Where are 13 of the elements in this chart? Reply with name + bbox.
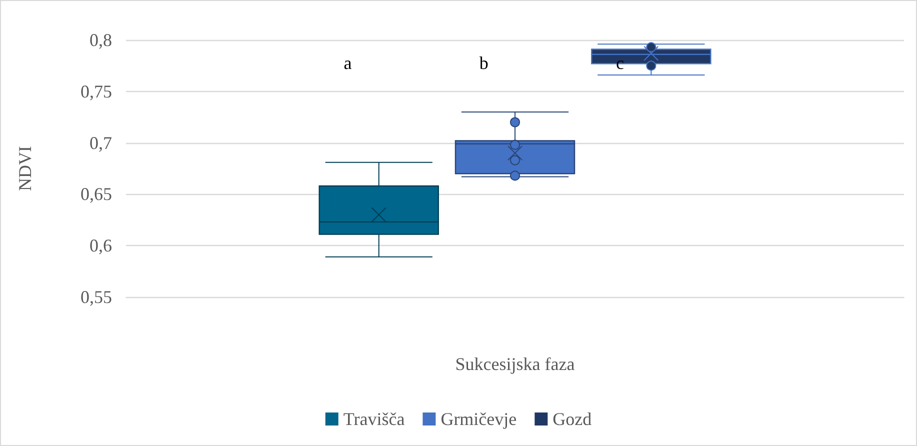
y-tick-label: 0,6 [90, 236, 112, 256]
y-axis-title: NDVI [15, 146, 35, 191]
y-tick-label: 0,65 [80, 184, 112, 204]
annotation: b [479, 53, 488, 73]
legend-label: Grmičevje [440, 409, 517, 429]
legend-label: Travišča [343, 409, 405, 429]
y-tick-label: 0,55 [80, 287, 112, 307]
legend-label: Gozd [552, 409, 592, 429]
x-axis-title: Sukcesijska faza [455, 354, 575, 374]
y-tick-label: 0,8 [90, 30, 112, 50]
annotation: a [344, 53, 352, 73]
y-tick-label: 0,7 [90, 132, 112, 153]
y-tick-label: 0,75 [80, 81, 112, 102]
